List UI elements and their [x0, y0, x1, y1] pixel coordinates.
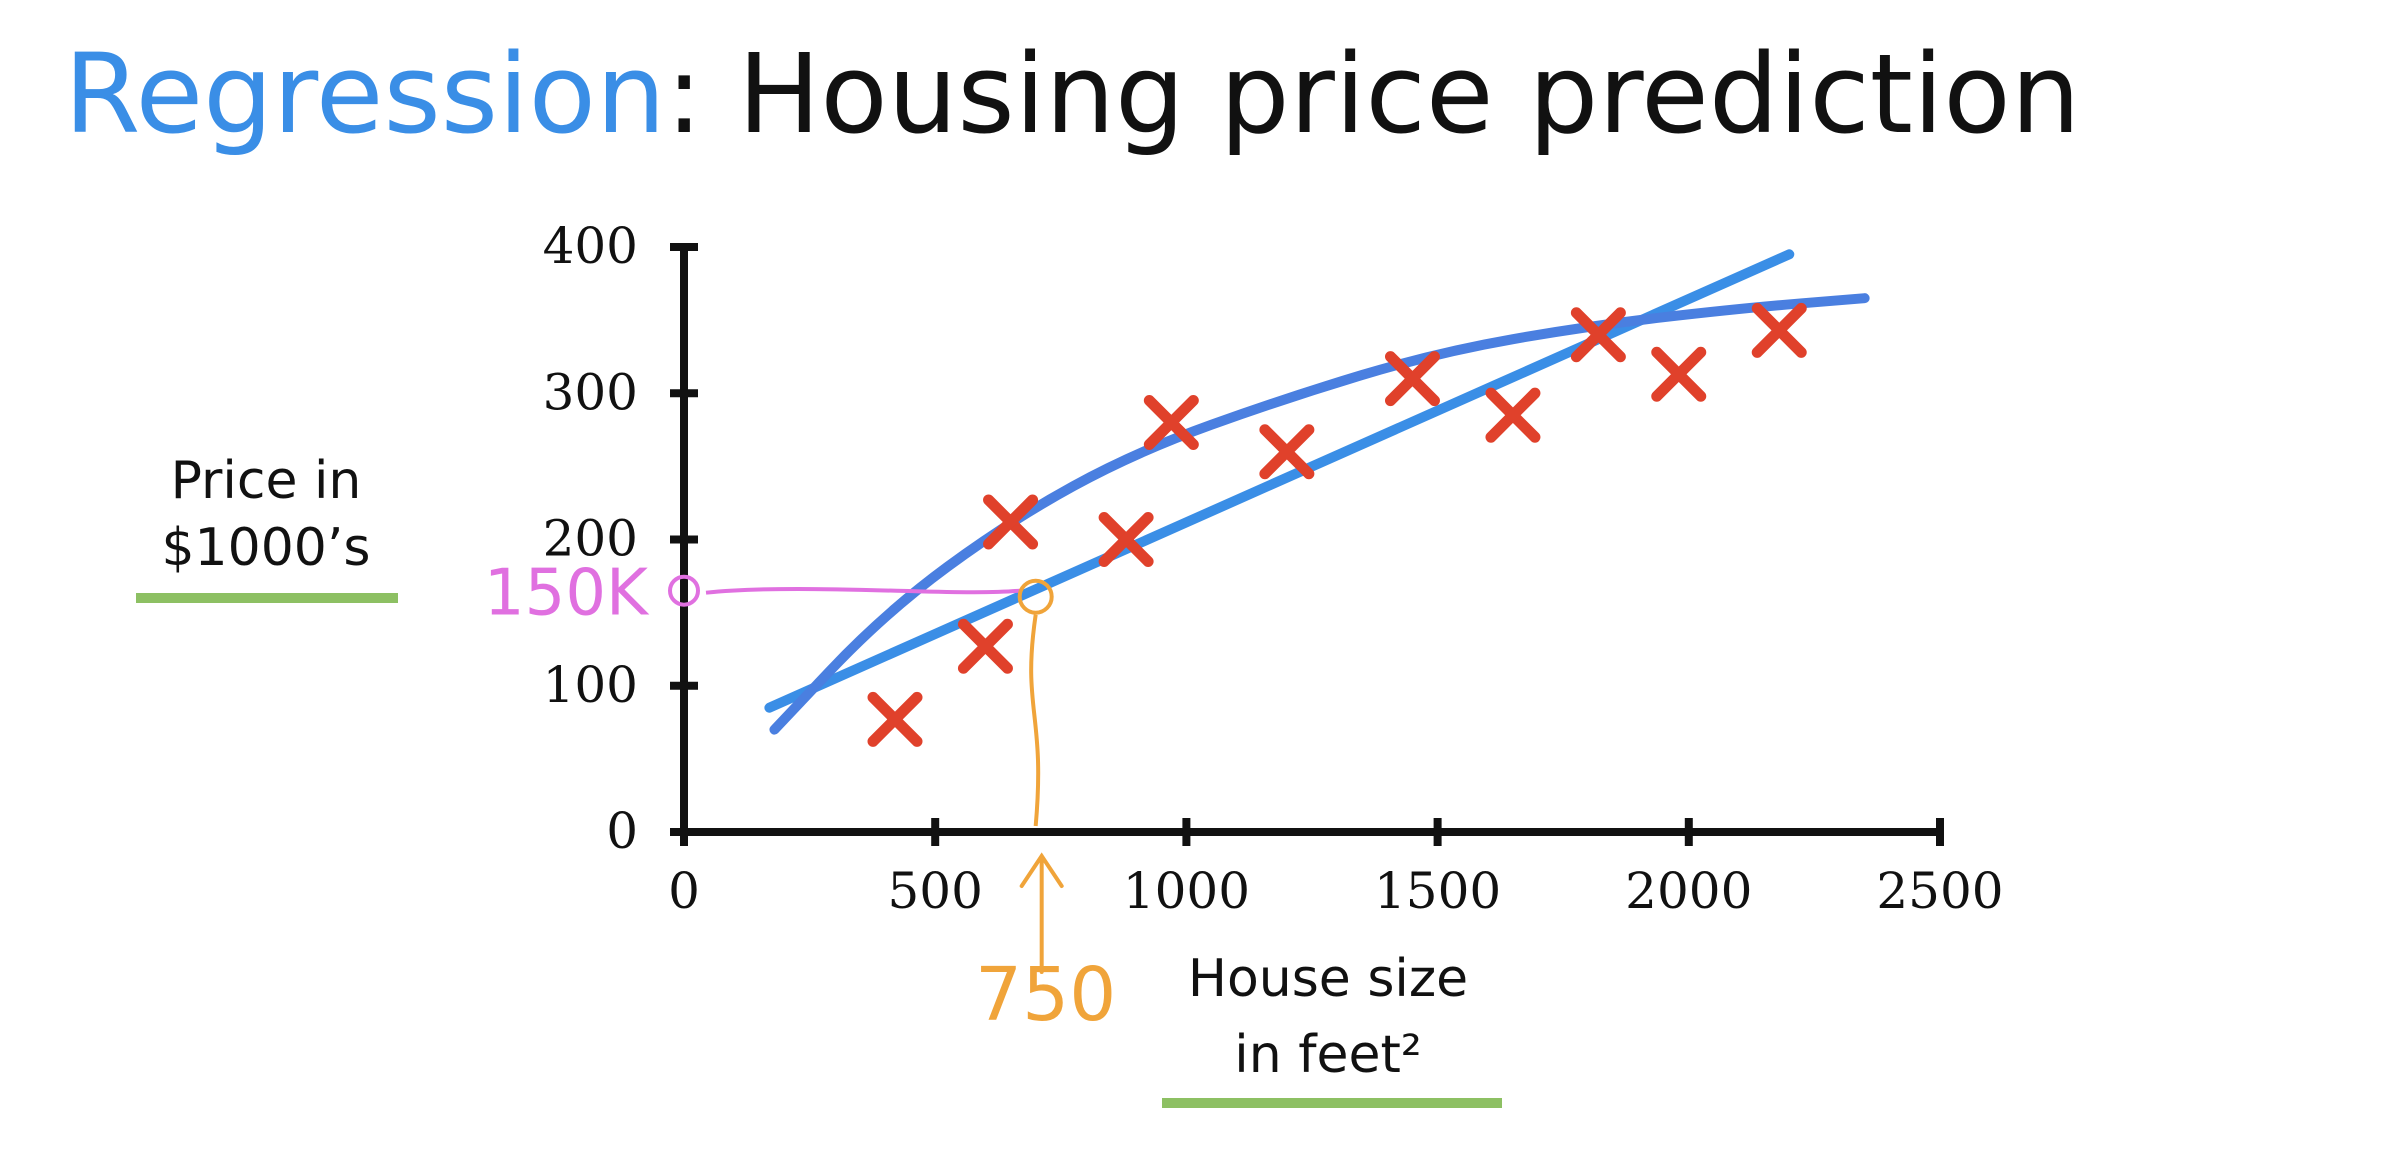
x-axis-label-line1: House size [1188, 949, 1468, 1009]
x-value-annotation: 750 [975, 952, 1116, 1038]
page-title: Regression: Housing price prediction [64, 28, 2080, 160]
y-value-guide-line [705, 586, 1020, 595]
x-tick-label: 1000 [1123, 862, 1250, 920]
data-point-stroke [1570, 307, 1626, 363]
data-point-stroke [1751, 302, 1807, 358]
data-point [957, 618, 1013, 674]
data-point [1143, 395, 1199, 450]
data-point [983, 494, 1039, 550]
data-point [1651, 346, 1707, 402]
data-point-stroke [1098, 512, 1154, 567]
x-tick-label: 2500 [1876, 862, 2003, 920]
y-value-annotation: 150K [484, 557, 650, 631]
y-tick-label: 200 [543, 510, 638, 568]
data-point-stroke [1259, 424, 1315, 480]
data-point-stroke [1143, 395, 1199, 450]
data-points [867, 302, 1807, 747]
data-point-stroke [867, 691, 923, 747]
x-value-marker [1017, 578, 1054, 615]
data-point [1751, 302, 1807, 358]
data-point-stroke [1651, 346, 1707, 402]
data-point [1098, 512, 1154, 567]
data-point [1485, 387, 1541, 443]
y-value-marker [668, 574, 700, 607]
x-value-arrow [1019, 852, 1064, 974]
y-tick-label: 100 [543, 656, 638, 714]
fit-lines [764, 249, 1870, 735]
title-keyword: Regression [64, 30, 666, 158]
y-axis-label-line1: Price in [171, 451, 362, 511]
linear-fit-line [764, 249, 1795, 713]
x-tick-label: 0 [668, 862, 700, 920]
data-point-stroke [1485, 387, 1541, 443]
x-tick-label: 500 [887, 862, 982, 920]
data-point-stroke [983, 494, 1039, 550]
y-tick-label: 400 [543, 217, 638, 275]
x-axis-label-line2: in feet² [1234, 1025, 1421, 1085]
data-point [1384, 351, 1440, 407]
axes [670, 243, 1944, 846]
title-text: : Housing price prediction [665, 30, 2081, 158]
curve-fit-line [769, 293, 1870, 735]
annotations: 150K 750 [484, 557, 1116, 1038]
data-point [1570, 307, 1626, 363]
data-point-stroke [957, 618, 1013, 674]
y-tick-label: 300 [543, 363, 638, 421]
data-point [867, 691, 923, 747]
x-tick-label: 1500 [1374, 862, 1501, 920]
y-axis-label-line2: $1000’s [161, 518, 370, 578]
data-point-stroke [1384, 351, 1440, 407]
data-point [1259, 424, 1315, 480]
tick-labels: 0 100 200 300 400 0 500 1000 1500 2000 2500 [543, 217, 2004, 920]
y-tick-label: 0 [606, 802, 638, 860]
x-value-guide-line [1029, 614, 1041, 827]
x-tick-label: 2000 [1625, 862, 1752, 920]
